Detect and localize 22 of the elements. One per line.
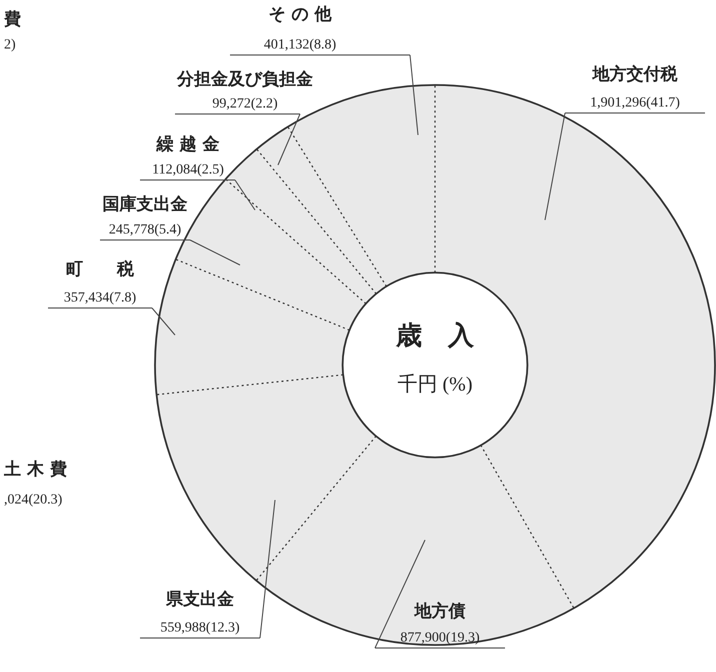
text: 土 木 費 (3, 459, 67, 480)
data-label: 559,988(12.3) (160, 620, 240, 636)
slice-label: そ の 他 (268, 4, 332, 24)
text: 歳 入 (395, 320, 475, 351)
data-label: 877,900(19.3) (400, 630, 480, 646)
slice-label: 県支出金 (165, 589, 234, 610)
text: 千円 (%) (398, 373, 472, 396)
data-label: 357,434(7.8) (64, 290, 136, 306)
slice-label: 分担金及び負担金 (176, 69, 313, 90)
data-label: 1,901,296(41.7) (590, 96, 680, 111)
slice-label: 繰 越 金 (156, 134, 220, 154)
text: 2) (4, 38, 16, 53)
slice-label: 国庫支出金 (102, 194, 188, 214)
data-label: 99,272(2.2) (212, 96, 278, 112)
text: ,024(20.3) (4, 492, 63, 508)
data-label: 112,084(2.5) (152, 162, 224, 178)
data-label: 245,778(5.4) (108, 222, 182, 238)
data-label: 401,132(8.8) (264, 38, 336, 53)
slice-label: 地方交付税 (592, 64, 678, 84)
slice-label: 地方債 (414, 601, 466, 622)
text: 費 (3, 9, 21, 30)
slice-label: 町 税 (66, 259, 135, 280)
